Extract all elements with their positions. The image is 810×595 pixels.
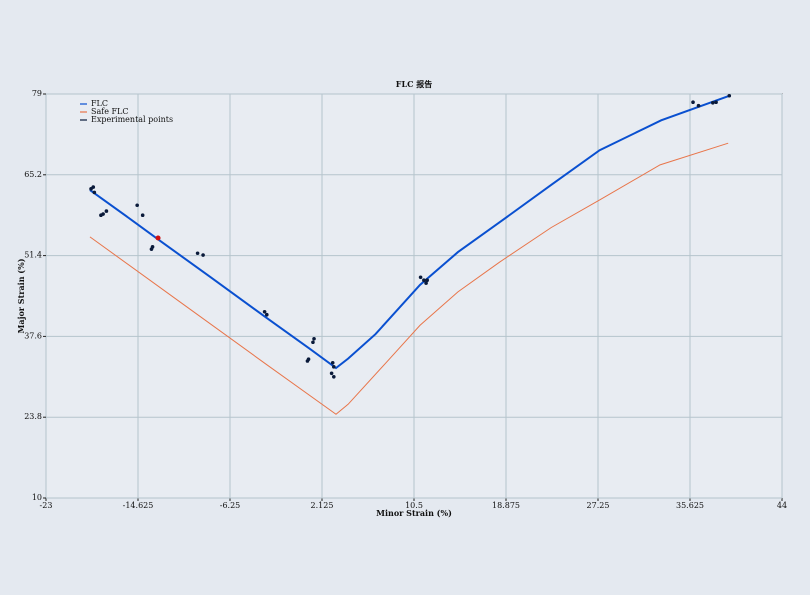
- data-point: [92, 190, 97, 195]
- x-tick-label: 44: [777, 501, 787, 510]
- data-point: [104, 209, 109, 213]
- data-point: [155, 235, 161, 241]
- data-point: [262, 310, 267, 314]
- series-line: [89, 142, 729, 415]
- data-point: [422, 278, 426, 282]
- data-point: [418, 275, 423, 280]
- data-point: [312, 336, 316, 341]
- x-tick-label: -23: [40, 501, 53, 510]
- x-tick-label: -6.25: [220, 501, 241, 510]
- data-point: [329, 371, 334, 376]
- x-tick-label: 27.25: [587, 501, 610, 510]
- data-point: [195, 251, 200, 256]
- data-point: [306, 357, 311, 362]
- data-point: [91, 185, 96, 189]
- data-point: [201, 253, 205, 257]
- x-tick-label: 18.875: [492, 501, 520, 510]
- x-tick-label: -14.625: [123, 501, 154, 510]
- data-point: [135, 203, 139, 208]
- x-tick-label: 10.5: [405, 501, 423, 510]
- data-point: [150, 245, 155, 249]
- y-tick-label: 37.6: [24, 331, 42, 340]
- y-tick-label: 10: [32, 493, 42, 502]
- data-point: [727, 93, 732, 98]
- data-point: [311, 340, 315, 345]
- data-point: [332, 375, 336, 379]
- y-axis-label: Major Strain (%): [16, 258, 26, 333]
- x-axis-label: Minor Strain (%): [376, 508, 452, 518]
- x-tick-label: 35.625: [676, 501, 704, 510]
- data-point: [330, 360, 335, 365]
- data-point: [332, 365, 336, 369]
- data-point: [425, 278, 429, 282]
- data-point: [265, 312, 269, 317]
- series-line: [89, 94, 730, 370]
- y-tick-label: 65.2: [24, 170, 42, 179]
- legend-label: FLC: [91, 99, 108, 108]
- legend-label: Experimental points: [91, 115, 173, 124]
- legend-label: Safe FLC: [91, 107, 128, 116]
- data-point: [710, 100, 715, 105]
- x-tick-label: 2.125: [311, 501, 334, 510]
- y-tick-label: 23.8: [24, 412, 42, 421]
- data-point: [691, 100, 695, 104]
- y-tick-label: 51.4: [24, 251, 42, 260]
- chart-title: FLC 报告: [396, 79, 432, 89]
- y-tick-label: 79: [32, 89, 42, 98]
- data-point: [696, 103, 701, 108]
- data-point: [424, 281, 428, 285]
- data-point: [140, 213, 145, 217]
- data-point: [714, 100, 718, 104]
- data-point: [101, 212, 105, 216]
